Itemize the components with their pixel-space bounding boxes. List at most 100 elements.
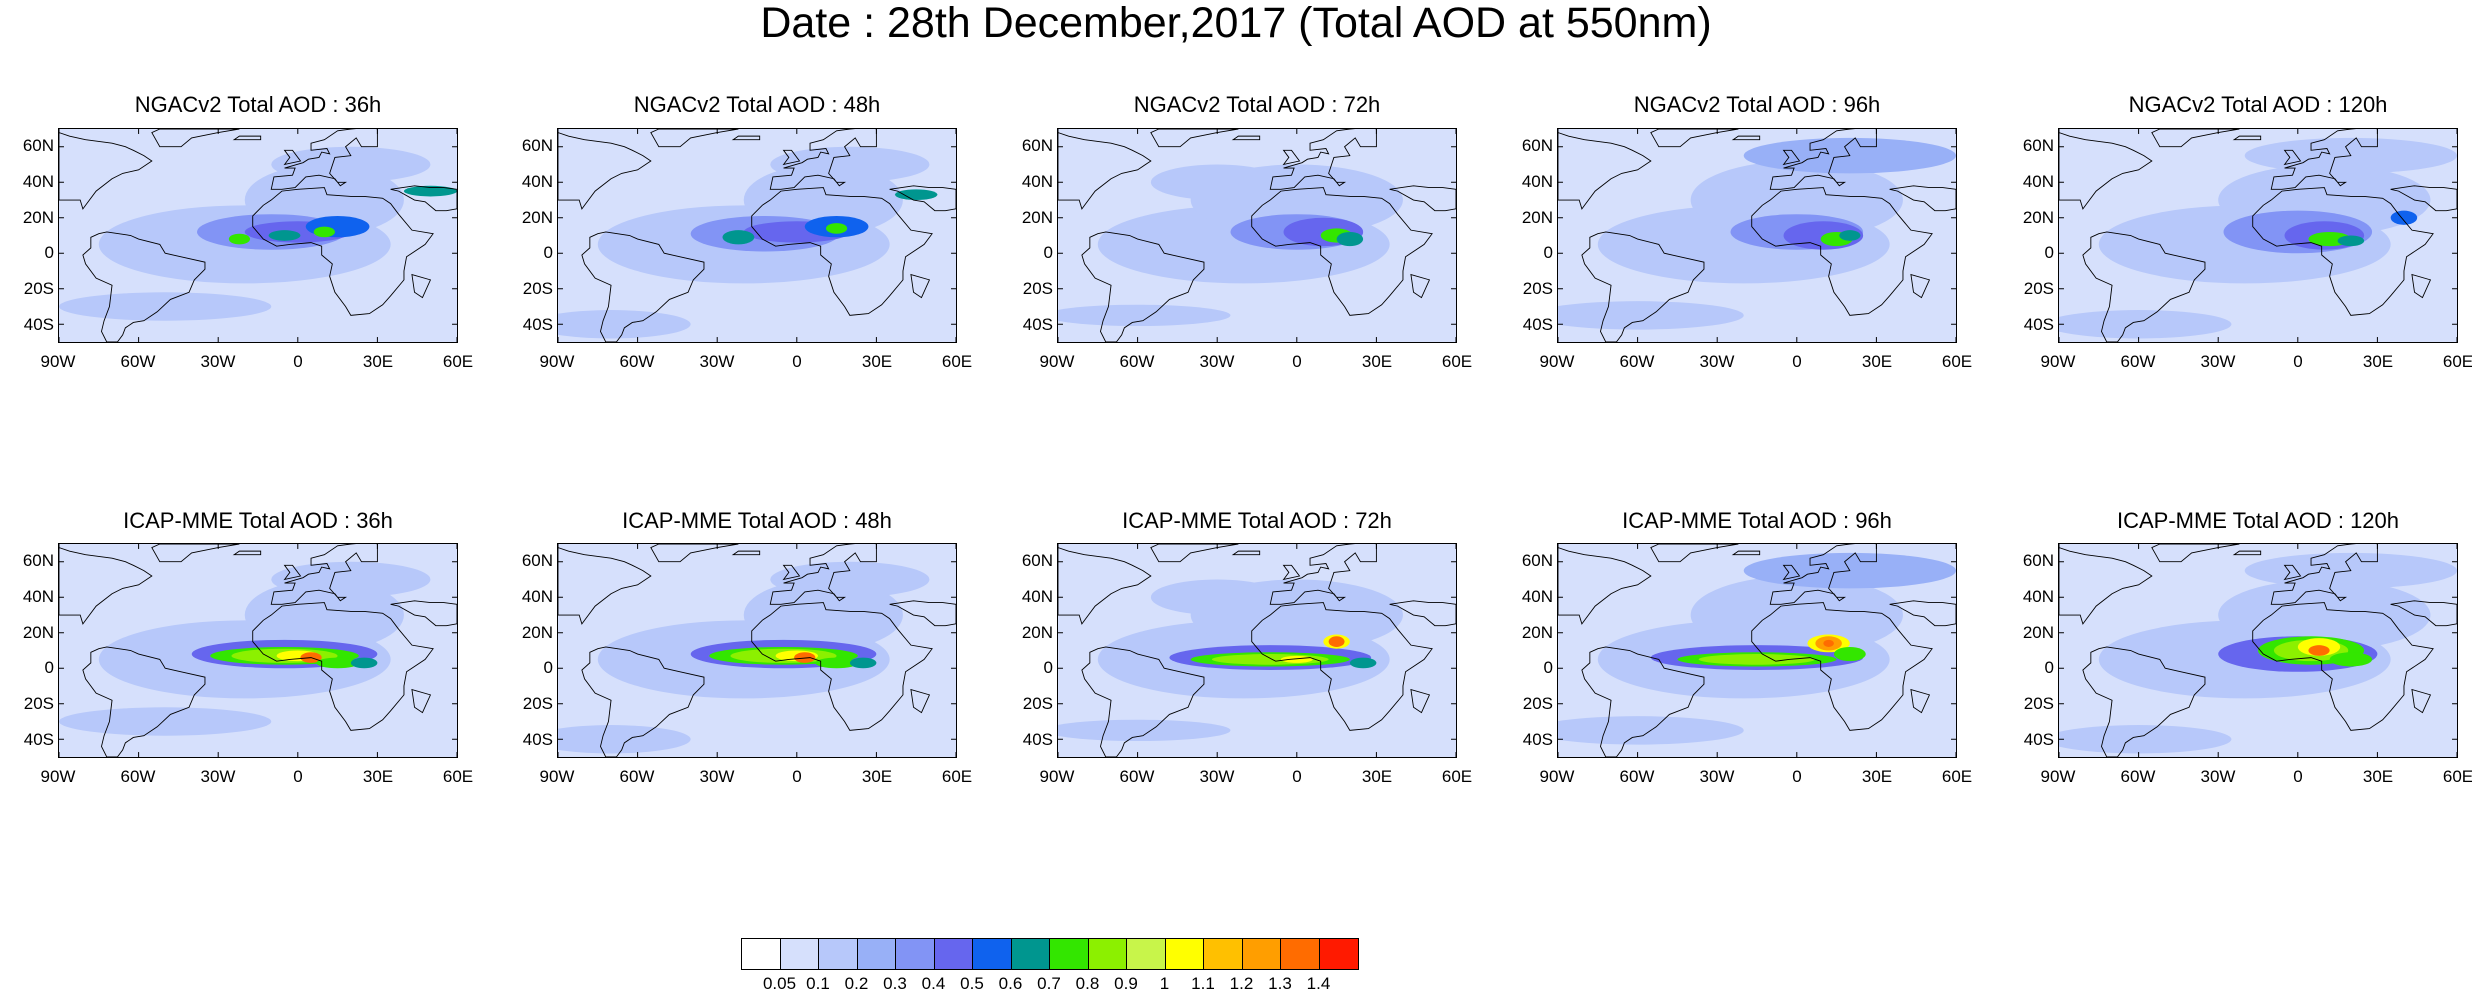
- coastline: [1231, 135, 1261, 141]
- colorbar-swatch: [1319, 939, 1358, 969]
- lon-tick-label: 30E: [2362, 352, 2394, 371]
- coastline: [1150, 544, 1239, 563]
- panel-title: ICAP-MME Total AOD : 36h: [123, 508, 393, 533]
- colorbar-swatch: [1127, 939, 1166, 969]
- coastline: [558, 132, 652, 210]
- lat-tick-label: 20S: [1022, 694, 1053, 714]
- lon-tick-label: 0: [1792, 767, 1802, 786]
- coastline: [1282, 149, 1301, 166]
- coastline: [82, 231, 206, 342]
- coastline: [1058, 132, 1152, 210]
- aod-plume: [2329, 652, 2373, 667]
- coastline: [59, 547, 153, 625]
- lat-tick-label: 20S: [2023, 694, 2054, 714]
- coastline: [2283, 149, 2302, 166]
- coastline: [390, 600, 457, 627]
- coastline: [1058, 547, 1152, 625]
- lat-tick-label: 0: [44, 658, 54, 678]
- aod-plume: [1336, 231, 1364, 247]
- lon-tick-label: 60E: [941, 352, 973, 371]
- aod-plume: [894, 189, 938, 200]
- aod-field: [1058, 304, 1231, 327]
- colorbar-swatch: [896, 939, 935, 969]
- lon-tick-label: 60W: [1619, 352, 1655, 371]
- aod-plume: [1833, 646, 1866, 662]
- lat-tick-label: 60N: [1021, 550, 1053, 570]
- lon-tick-label: 60W: [619, 767, 655, 786]
- aod-field: [244, 579, 404, 651]
- coastline: [1782, 564, 1801, 581]
- lat-tick-label: 60N: [22, 550, 54, 570]
- coastline: [2082, 231, 2206, 342]
- panel-title: ICAP-MME Total AOD : 96h: [1622, 508, 1892, 533]
- colorbar-label: 1.1: [1191, 974, 1215, 993]
- colorbar-swatch: [1088, 939, 1127, 969]
- coastline: [2151, 129, 2240, 148]
- coastline: [769, 129, 877, 190]
- lon-tick-label: 30W: [1699, 352, 1735, 371]
- coastline: [411, 688, 432, 714]
- lat-tick-label: 40N: [1521, 171, 1553, 191]
- colorbar-label: 1: [1159, 974, 1170, 993]
- coastline: [1581, 231, 1705, 342]
- lon-tick-label: 90W: [1039, 352, 1075, 371]
- lon-tick-label: 30W: [2200, 767, 2236, 786]
- colorbar-label: 0.8: [1075, 974, 1100, 993]
- lon-tick-label: 30W: [1699, 767, 1735, 786]
- lon-tick-label: 60E: [2442, 352, 2472, 371]
- panel-title: NGACv2 Total AOD : 48h: [633, 92, 881, 117]
- aod-plume: [228, 233, 251, 245]
- lon-tick-label: 90W: [1539, 352, 1575, 371]
- colorbar-label: 0.7: [1037, 974, 1061, 993]
- lon-tick-label: 60W: [120, 767, 156, 786]
- aod-map-panel: [1557, 543, 1957, 758]
- lon-tick-label: 60W: [619, 352, 655, 371]
- lon-tick-label: 30W: [2200, 352, 2236, 371]
- lat-tick-label: 20N: [22, 207, 54, 227]
- lon-tick-label: 60W: [120, 352, 156, 371]
- lon-tick-label: 0: [2293, 767, 2303, 786]
- lon-tick-label: 60W: [1619, 767, 1655, 786]
- lat-tick-label: 40N: [521, 586, 553, 606]
- coastline: [151, 544, 240, 563]
- aod-map-panel: [1057, 128, 1457, 343]
- lon-tick-label: 30E: [1361, 767, 1393, 786]
- coastline: [1889, 185, 1956, 212]
- colorbar-label: 0.4: [921, 974, 946, 993]
- coastline: [1269, 544, 1377, 605]
- lon-tick-label: 90W: [40, 767, 76, 786]
- colorbar-label: 0.3: [883, 974, 907, 993]
- lat-tick-label: 40S: [522, 730, 553, 750]
- lon-tick-label: 60W: [2120, 767, 2156, 786]
- coastline: [390, 185, 457, 212]
- lon-tick-label: 60E: [1441, 352, 1473, 371]
- coastline: [1581, 646, 1705, 757]
- lat-tick-label: 40S: [522, 315, 553, 335]
- colorbar-swatch: [780, 939, 819, 969]
- lat-tick-label: 60N: [2022, 135, 2054, 155]
- lat-tick-label: 40N: [521, 171, 553, 191]
- lat-tick-label: 20S: [522, 694, 553, 714]
- lon-tick-label: 0: [792, 767, 802, 786]
- aod-map: [1558, 544, 1956, 757]
- coastline: [910, 273, 931, 299]
- lon-tick-label: 0: [1792, 352, 1802, 371]
- aod-plume: [2308, 645, 2330, 656]
- lat-tick-label: 20N: [2022, 207, 2054, 227]
- aod-map-panel: [58, 543, 458, 758]
- aod-plume: [2337, 235, 2365, 247]
- lat-tick-label: 20N: [1021, 207, 1053, 227]
- panel-title: NGACv2 Total AOD : 36h: [134, 92, 382, 117]
- colorbar-swatch: [1242, 939, 1281, 969]
- coastline: [889, 185, 956, 212]
- lat-tick-label: 0: [1043, 658, 1053, 678]
- coastline: [1558, 132, 1652, 210]
- lat-tick-label: 0: [1543, 658, 1553, 678]
- coastline: [782, 149, 801, 166]
- aod-plume: [815, 657, 858, 669]
- coastline: [2082, 646, 2206, 757]
- coastline: [1558, 547, 1652, 625]
- lon-tick-label: 60W: [1119, 352, 1155, 371]
- lon-tick-label: 90W: [539, 767, 575, 786]
- panel-title: NGACv2 Total AOD : 96h: [1633, 92, 1881, 117]
